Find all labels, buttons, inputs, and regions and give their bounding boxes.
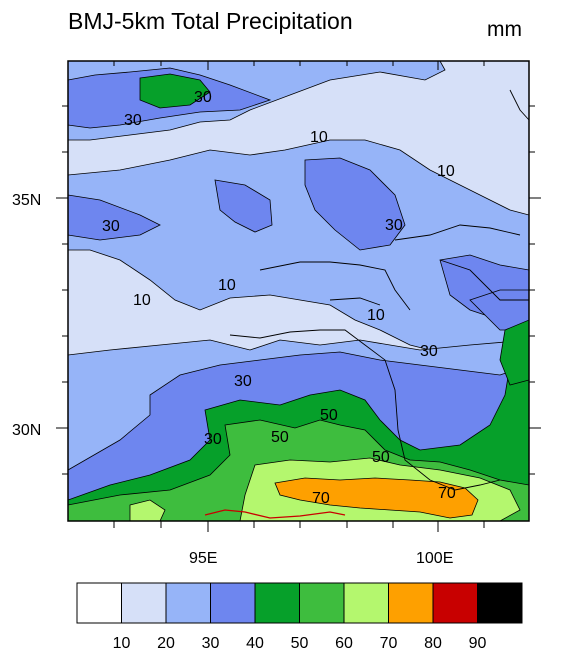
contour-label-7: 10: [218, 277, 236, 294]
river-line: [204, 509, 346, 519]
contour-label-11: 30: [234, 373, 252, 390]
colorbar-swatch: [477, 582, 523, 624]
colorbar: 10 20 30 40 50 60 70 80 90: [76, 582, 523, 652]
contour-label-17: 70: [438, 485, 456, 502]
colorbar-swatch: [76, 582, 122, 624]
lon-label-95e: 95E: [189, 550, 217, 567]
contour-label-8: 10: [133, 292, 151, 309]
colorbar-swatch: [165, 582, 211, 624]
contour-label-4: 10: [437, 163, 455, 180]
colorbar-label: 50: [291, 635, 309, 652]
contour-label-6: 30: [385, 217, 403, 234]
axis-ticks: [56, 61, 541, 532]
contour-label-2: 30: [194, 89, 212, 106]
colorbar-label: 20: [157, 635, 175, 652]
contour-label-16: 70: [312, 490, 330, 507]
colorbar-label: 60: [335, 635, 353, 652]
band-30-40-blob: [214, 179, 273, 233]
contour-label-10: 30: [420, 343, 438, 360]
contour-label-3: 10: [310, 129, 328, 146]
lat-label-35n: 35N: [12, 192, 41, 209]
colorbar-label: 80: [424, 635, 442, 652]
map-frame: [67, 60, 530, 522]
colorbar-swatch: [299, 582, 345, 624]
contour-label-9: 10: [367, 307, 385, 324]
band-30-40-center: [304, 157, 406, 251]
contour-label-12: 50: [320, 407, 338, 424]
colorbar-label: 40: [246, 635, 264, 652]
band-30-40-west: [68, 194, 161, 241]
colorbar-label: 70: [380, 635, 398, 652]
contour-labels: 30 30 10 10 30 30 10 10 10 30 30 50 50 3…: [102, 89, 456, 507]
colorbar-label: 30: [202, 635, 220, 652]
contour-label-15: 50: [372, 449, 390, 466]
band-70-80: [274, 477, 479, 519]
colorbar-label: 90: [469, 635, 487, 652]
colorbar-swatch: [432, 582, 478, 624]
colorbar-swatch: [343, 582, 389, 624]
contour-label-13: 50: [271, 429, 289, 446]
colorbar-swatch: [121, 582, 167, 624]
precip-fill: [68, 61, 529, 521]
colorbar-label: 10: [113, 635, 131, 652]
contour-label-1: 30: [124, 112, 142, 129]
band-60-70-west: [129, 499, 166, 521]
band-40-50-east-blob: [499, 319, 529, 386]
political-borders: [229, 89, 529, 491]
contour-label-5: 30: [102, 218, 120, 235]
contour-label-14: 30: [204, 431, 222, 448]
colorbar-swatch: [388, 582, 434, 624]
band-40-50-north: [139, 73, 211, 109]
lon-label-100e: 100E: [416, 550, 453, 567]
units-label: mm: [487, 18, 522, 41]
map-title: BMJ-5km Total Precipitation: [68, 8, 353, 34]
colorbar-swatch: [254, 582, 300, 624]
lat-label-30n: 30N: [12, 422, 41, 439]
colorbar-swatch: [210, 582, 256, 624]
